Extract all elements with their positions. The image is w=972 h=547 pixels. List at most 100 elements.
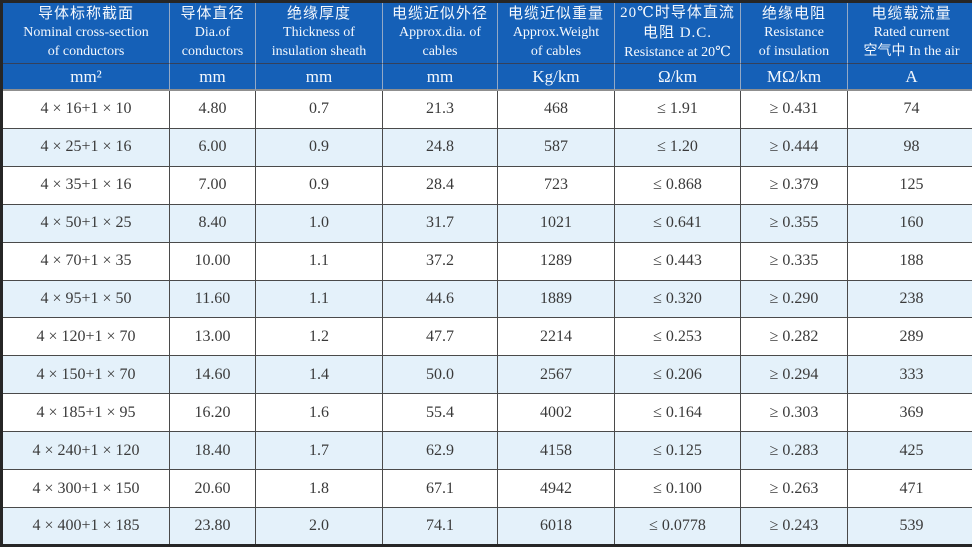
table-cell: ≥ 0.290	[741, 280, 848, 319]
table-cell: ≥ 0.431	[741, 91, 848, 129]
table-cell: 6.00	[170, 128, 256, 167]
table-cell: 4002	[498, 394, 615, 433]
table-cell: 188	[848, 242, 972, 281]
header-en: cables	[422, 43, 458, 59]
header-zh: 20℃时导体直流	[620, 4, 735, 21]
table-cell: 4 × 185+1 × 95	[3, 394, 170, 433]
table-cell: 0.9	[256, 128, 383, 167]
table-cell: ≤ 0.443	[615, 242, 741, 281]
table-cell: 4 × 400+1 × 185	[3, 507, 170, 544]
unit-cell: A	[848, 64, 972, 91]
header-zh: 绝缘厚度	[286, 5, 351, 22]
table-cell: ≤ 0.253	[615, 318, 741, 357]
table-cell: 369	[848, 394, 972, 433]
table-row: 4 × 240+1 × 120 18.40 1.7 62.9 4158 ≤ 0.125 ≥ …	[3, 432, 972, 471]
table-cell: 4 × 150+1 × 70	[3, 356, 170, 395]
table-cell: 37.2	[383, 242, 498, 281]
table-body: 4 × 16+1 × 10 4.80 0.7 21.3 468 ≤ 1.91 ≥ 0.431…	[3, 91, 972, 544]
table-cell: 1.0	[256, 204, 383, 243]
table-cell: 1.7	[256, 432, 383, 471]
table-cell: 4 × 240+1 × 120	[3, 432, 170, 471]
table-cell: ≥ 0.283	[741, 432, 848, 471]
table-cell: 539	[848, 507, 972, 544]
header-zh: 电缆近似外径	[391, 5, 488, 22]
table-row: 4 × 120+1 × 70 13.00 1.2 47.7 2214 ≤ 0.253 ≥ 0…	[3, 318, 972, 357]
column-header-dc-resistance: 20℃时导体直流 电阻 D.C. Resistance at 20℃	[615, 3, 741, 64]
table-cell: 8.40	[170, 204, 256, 243]
table-cell: 2.0	[256, 507, 383, 544]
table-cell: ≤ 0.206	[615, 356, 741, 395]
table-cell: 1.6	[256, 394, 383, 433]
header-zh: 绝缘电阻	[761, 5, 826, 22]
table-row: 4 × 95+1 × 50 11.60 1.1 44.6 1889 ≤ 0.320 ≥ 0.…	[3, 280, 972, 319]
table-cell: ≥ 0.282	[741, 318, 848, 357]
table-row: 4 × 50+1 × 25 8.40 1.0 31.7 1021 ≤ 0.641 ≥ 0.3…	[3, 204, 972, 243]
header-zh: 导体直径	[180, 5, 245, 22]
column-header-rated-current: 电缆载流量 Rated current 空气中 In the air	[848, 3, 972, 64]
table-cell: 333	[848, 356, 972, 395]
table-cell: 24.8	[383, 128, 498, 167]
table-cell: 587	[498, 128, 615, 167]
table-cell: 0.9	[256, 166, 383, 205]
table-row: 4 × 185+1 × 95 16.20 1.6 55.4 4002 ≤ 0.164 ≥ 0…	[3, 394, 972, 433]
table-cell: 4 × 300+1 × 150	[3, 470, 170, 508]
header-zh: 电缆近似重量	[507, 5, 604, 22]
table-cell: ≤ 1.20	[615, 128, 741, 167]
header-en: Resistance	[764, 25, 824, 41]
table-cell: 4 × 70+1 × 35	[3, 242, 170, 281]
header-row: 导体标称截面 Nominal cross-section of conducto…	[3, 3, 972, 64]
table-cell: 468	[498, 91, 615, 129]
table-cell: ≥ 0.243	[741, 507, 848, 544]
table-cell: ≤ 0.0778	[615, 507, 741, 544]
table-cell: 1.4	[256, 356, 383, 395]
table-cell: 4942	[498, 470, 615, 508]
unit-row: mm² mm mm mm Kg/km Ω/km MΩ/km A	[3, 64, 972, 91]
table-cell: 1021	[498, 204, 615, 243]
table-cell: 23.80	[170, 507, 256, 544]
header-zh: 导体标称截面	[37, 5, 134, 22]
table-cell: 16.20	[170, 394, 256, 433]
unit-cell: Ω/km	[615, 64, 741, 91]
table-cell: 4 × 16+1 × 10	[3, 91, 170, 129]
table-cell: ≤ 0.164	[615, 394, 741, 433]
header-en: Nominal cross-section	[23, 25, 149, 41]
table-cell: ≥ 0.303	[741, 394, 848, 433]
table-cell: 7.00	[170, 166, 256, 205]
table-cell: 4 × 25+1 × 16	[3, 128, 170, 167]
header-en: Resistance at 20℃	[624, 44, 731, 60]
unit-cell: mm	[256, 64, 383, 91]
table-cell: ≥ 0.444	[741, 128, 848, 167]
table-cell: 1889	[498, 280, 615, 319]
header-en: Approx.dia. of	[398, 25, 482, 41]
header-en: of cables	[530, 43, 582, 59]
table-cell: 74.1	[383, 507, 498, 544]
table-row: 4 × 25+1 × 16 6.00 0.9 24.8 587 ≤ 1.20 ≥ 0.444…	[3, 128, 972, 167]
table-cell: 1289	[498, 242, 615, 281]
table-cell: 44.6	[383, 280, 498, 319]
table-cell: 55.4	[383, 394, 498, 433]
table-cell: 20.60	[170, 470, 256, 508]
table-row: 4 × 150+1 × 70 14.60 1.4 50.0 2567 ≤ 0.206 ≥ 0…	[3, 356, 972, 395]
table-cell: ≥ 0.263	[741, 470, 848, 508]
header-en: Thickness of	[283, 25, 355, 41]
table-cell: ≤ 0.100	[615, 470, 741, 508]
table-cell: 31.7	[383, 204, 498, 243]
column-header-conductor-diameter: 导体直径 Dia.of conductors	[170, 3, 256, 64]
table-row: 4 × 300+1 × 150 20.60 1.8 67.1 4942 ≤ 0.100 ≥ …	[3, 470, 972, 508]
column-header-insulation-thickness: 绝缘厚度 Thickness of insulation sheath	[256, 3, 383, 64]
column-header-approx-weight: 电缆近似重量 Approx.Weight of cables	[498, 3, 615, 64]
table-cell: ≤ 0.868	[615, 166, 741, 205]
table-cell: 723	[498, 166, 615, 205]
header-en: Approx.Weight	[512, 25, 600, 41]
table-cell: ≥ 0.355	[741, 204, 848, 243]
header-en: Dia.of	[194, 25, 231, 41]
unit-cell: Kg/km	[498, 64, 615, 91]
table-cell: 67.1	[383, 470, 498, 508]
table-cell: ≤ 0.641	[615, 204, 741, 243]
table-cell: 289	[848, 318, 972, 357]
header-en: of insulation	[758, 43, 830, 59]
unit-cell: mm	[383, 64, 498, 91]
table-cell: 4.80	[170, 91, 256, 129]
table-cell: 1.2	[256, 318, 383, 357]
